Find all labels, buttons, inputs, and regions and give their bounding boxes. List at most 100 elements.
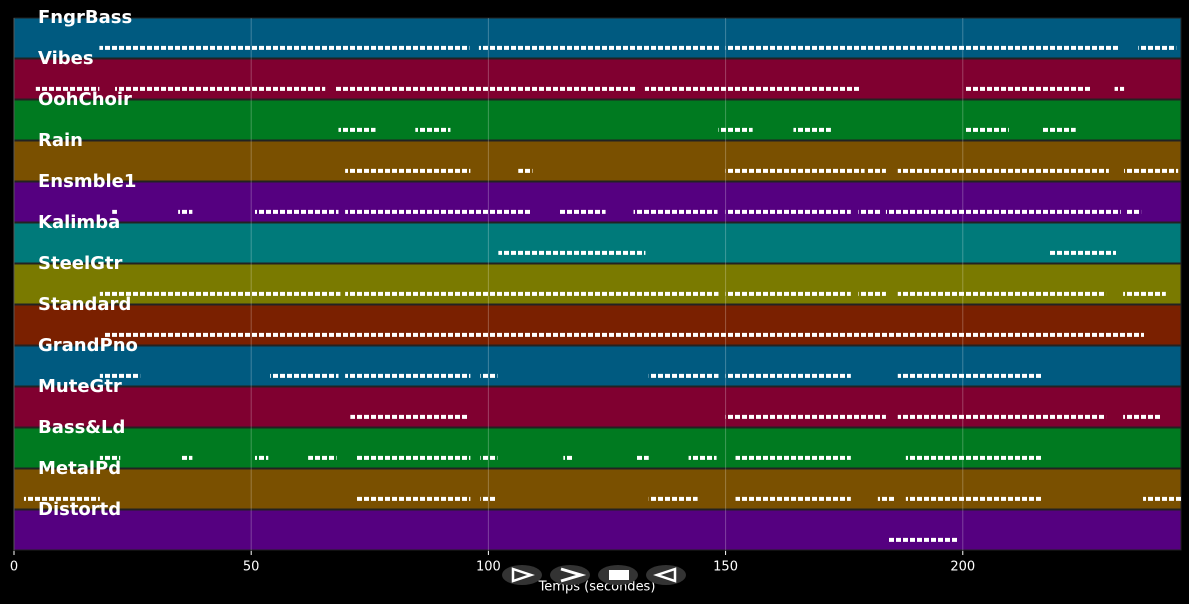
note-segment xyxy=(345,209,531,214)
track-name: Distortd xyxy=(38,499,121,520)
x-tick-label: 50 xyxy=(243,560,260,575)
rewind-button[interactable] xyxy=(646,565,686,585)
playback-controls xyxy=(502,565,686,585)
note-segment xyxy=(480,373,498,378)
note-segment xyxy=(1123,291,1166,296)
note-segment xyxy=(725,373,851,378)
note-segment xyxy=(23,496,100,501)
track-row xyxy=(13,468,1182,510)
note-segment xyxy=(345,291,719,296)
note-segment xyxy=(888,537,959,542)
note-segment xyxy=(688,455,717,460)
note-segment xyxy=(355,496,471,501)
play-button[interactable] xyxy=(502,565,542,585)
note-segment xyxy=(270,373,339,378)
track-name: FngrBass xyxy=(38,7,132,28)
note-segment xyxy=(725,209,851,214)
note-segment xyxy=(181,455,193,460)
note-segment xyxy=(1123,414,1162,419)
note-segment xyxy=(112,209,117,214)
note-segment xyxy=(1125,209,1142,214)
note-segment xyxy=(558,209,606,214)
track-row xyxy=(13,17,1182,59)
note-segment xyxy=(725,45,1120,50)
note-segment xyxy=(725,291,851,296)
track-name: Ensmble1 xyxy=(38,171,136,192)
note-segment xyxy=(718,127,753,132)
note-segment xyxy=(905,455,1042,460)
x-tick-label: 150 xyxy=(713,560,738,575)
note-segment xyxy=(99,455,121,460)
note-segment xyxy=(793,127,831,132)
track-row xyxy=(13,222,1182,264)
note-segment xyxy=(563,455,574,460)
note-segment xyxy=(965,86,1091,91)
track-row xyxy=(13,140,1182,182)
note-segment xyxy=(725,414,886,419)
note-segment xyxy=(1138,45,1177,50)
note-segment xyxy=(308,455,337,460)
note-segment xyxy=(99,45,470,50)
track-row xyxy=(13,263,1182,305)
note-segment xyxy=(498,250,646,255)
track-name: Kalimba xyxy=(38,212,120,233)
note-segment xyxy=(897,291,1107,296)
note-segment xyxy=(350,414,469,419)
track-row xyxy=(13,304,1182,346)
note-segment xyxy=(415,127,451,132)
note-segment xyxy=(735,496,851,501)
note-segment xyxy=(905,496,1042,501)
note-segment xyxy=(965,127,1009,132)
x-tick-label: 200 xyxy=(950,560,975,575)
note-segment xyxy=(648,496,698,501)
note-segment xyxy=(1143,496,1181,501)
track-name: Standard xyxy=(38,294,131,315)
note-segment xyxy=(648,373,719,378)
note-segment xyxy=(345,373,471,378)
note-segment xyxy=(1124,168,1179,173)
track-row xyxy=(13,386,1182,428)
note-segment xyxy=(725,168,865,173)
note-segment xyxy=(897,168,1109,173)
track-row xyxy=(13,181,1182,223)
track-row xyxy=(13,99,1182,141)
note-segment xyxy=(115,86,326,91)
stop-button[interactable] xyxy=(598,565,638,585)
note-segment xyxy=(338,127,376,132)
note-segment xyxy=(867,168,886,173)
note-segment xyxy=(1048,250,1117,255)
note-segment xyxy=(480,496,496,501)
note-segment xyxy=(254,209,339,214)
note-segment xyxy=(518,168,533,173)
track-name: Bass&Ld xyxy=(38,417,125,438)
note-segment xyxy=(335,86,636,91)
note-segment xyxy=(644,86,861,91)
x-tick-label: 100 xyxy=(476,560,501,575)
note-segment xyxy=(897,414,1107,419)
note-segment xyxy=(35,86,100,91)
track-row xyxy=(13,509,1182,551)
note-segment xyxy=(877,496,896,501)
track-name: SteelGtr xyxy=(38,253,123,274)
note-segment xyxy=(885,209,1121,214)
note-segment xyxy=(735,455,851,460)
note-segment xyxy=(355,455,471,460)
note-segment xyxy=(480,455,498,460)
x-tick-label: 0 xyxy=(10,560,18,575)
note-segment xyxy=(254,455,269,460)
note-segment xyxy=(897,373,1042,378)
track-name: MetalPd xyxy=(38,458,121,479)
note-segment xyxy=(103,332,1144,337)
note-segment xyxy=(478,45,721,50)
note-segment xyxy=(635,455,649,460)
note-segment xyxy=(178,209,193,214)
note-segment xyxy=(858,209,881,214)
track-name: OohChoir xyxy=(38,89,132,110)
note-segment xyxy=(1114,86,1125,91)
track-row xyxy=(13,58,1182,100)
track-row xyxy=(13,345,1182,387)
track-name: GrandPno xyxy=(38,335,138,356)
note-segment xyxy=(633,209,718,214)
forward-button[interactable] xyxy=(550,565,590,585)
note-segment xyxy=(345,168,471,173)
